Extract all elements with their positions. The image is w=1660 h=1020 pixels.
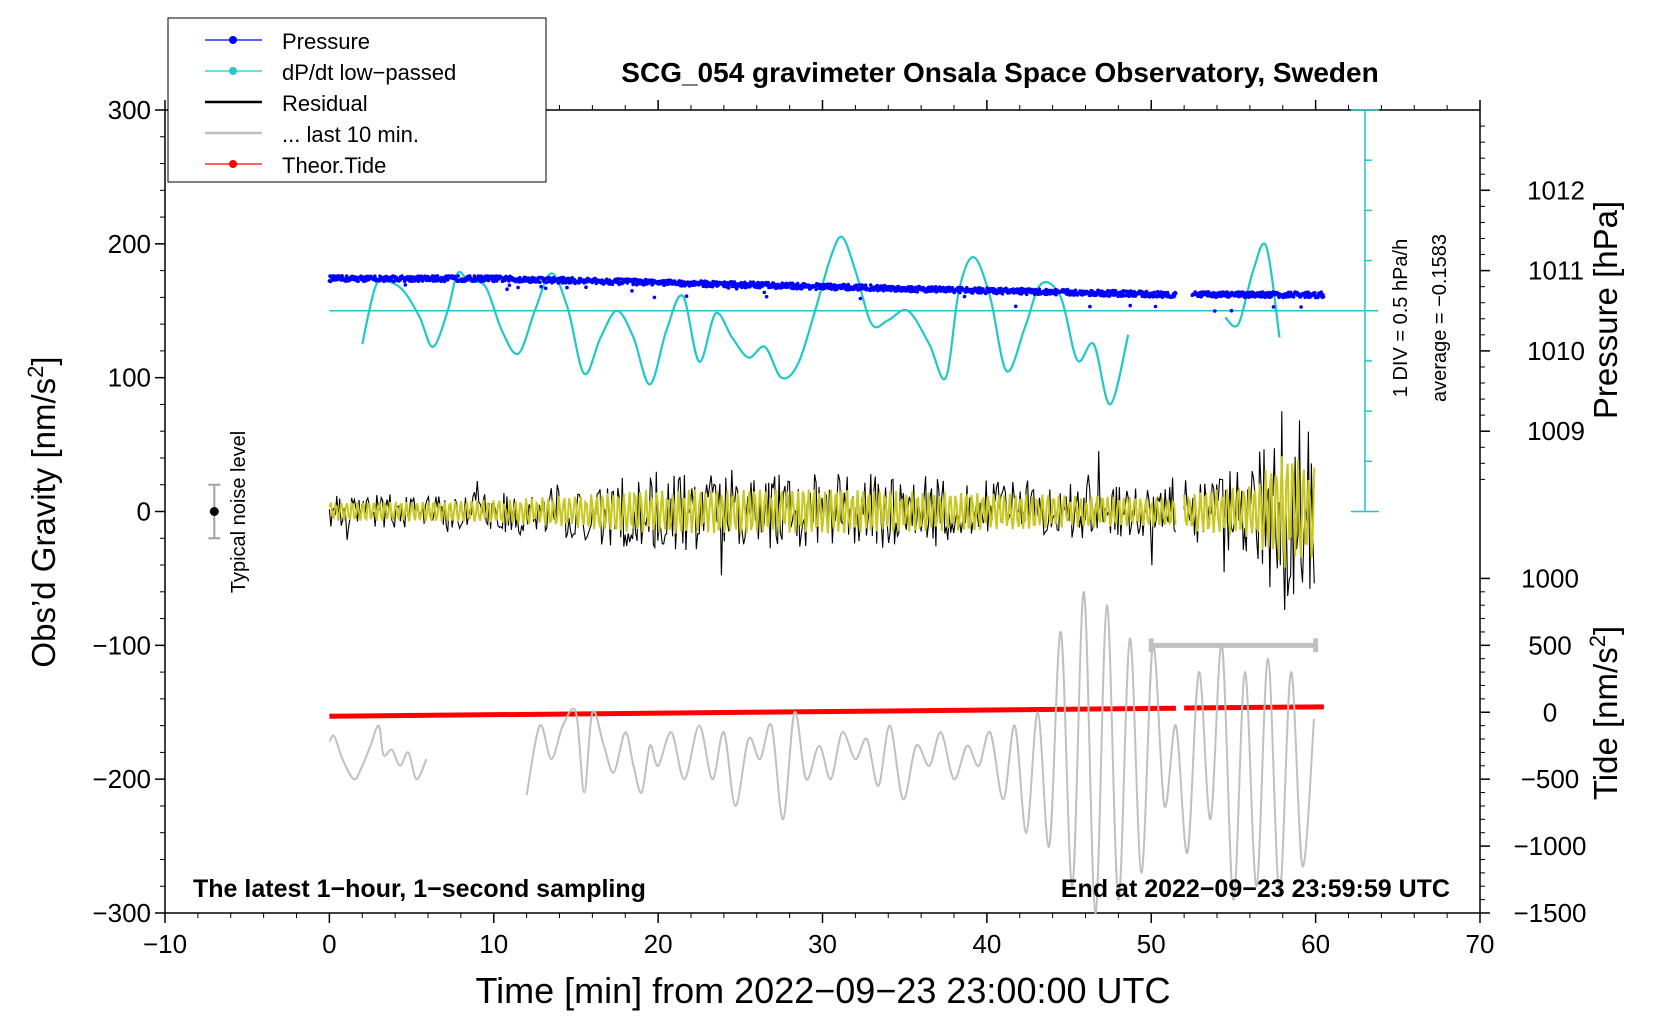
y-tick-label: 0	[137, 497, 151, 527]
x-tick-label: 30	[808, 929, 837, 959]
x-axis-label: Time [min] from 2022−09−23 23:00:00 UTC	[475, 970, 1170, 1011]
annotation-bottom-left: The latest 1−hour, 1−second sampling	[193, 875, 646, 903]
legend-label: ... last 10 min.	[282, 122, 419, 147]
legend-label: Residual	[282, 91, 368, 116]
y-tick-label: 100	[108, 363, 151, 393]
last10-line	[328, 724, 428, 781]
x-tick-label: 70	[1466, 929, 1495, 959]
x-axis-ticks: −10 0 10 20 30 40 50 60 70	[143, 100, 1495, 959]
x-tick-label: 40	[972, 929, 1001, 959]
y-tick-label: −300	[92, 898, 151, 928]
residual-series-layer	[328, 411, 1316, 611]
y-label-left-sup: 2	[23, 366, 48, 378]
y-tick-label: −100	[92, 630, 151, 660]
annotation-noise: Typical noise level	[228, 431, 250, 593]
y-axis-label-left: Obs’d Gravity [nm/s2]	[23, 356, 62, 667]
pressure-series-layer	[327, 273, 1326, 313]
y-tick-label: −200	[92, 764, 151, 794]
noise-level-bar	[208, 483, 221, 540]
legend-items: Pressure dP/dt low−passed Residual ... last…	[205, 29, 456, 178]
pressure-axis-ticks: 1012 1011 1010 1009	[1480, 125, 1585, 480]
y-tick-label: 200	[108, 229, 151, 259]
chart-title: SCG_054 gravimeter Onsala Space Observat…	[621, 57, 1378, 88]
noise-bar-center	[209, 507, 219, 516]
tide-tick-label: 500	[1528, 630, 1571, 660]
annotation-scale-div: 1 DIV = 0.5 hPa/h	[1390, 239, 1412, 397]
x-tick-label: 10	[479, 929, 508, 959]
tide-label-end: ]	[1587, 626, 1624, 635]
tide-tick-label: −500	[1521, 764, 1580, 794]
tide-label-main: Tide [nm/s	[1587, 647, 1624, 800]
tide-axis-label: Tide [nm/s2]	[1585, 626, 1624, 800]
legend-box	[167, 17, 547, 183]
pressure-tick-label: 1010	[1527, 336, 1585, 366]
legend-label: dP/dt low−passed	[282, 60, 456, 85]
legend-marker	[229, 160, 237, 168]
tide-tick-label: −1500	[1513, 898, 1586, 928]
y-tick-label: 300	[108, 95, 151, 125]
tide-label-sup: 2	[1585, 635, 1610, 647]
pressure-tick-label: 1012	[1527, 175, 1585, 205]
last10-line	[525, 590, 1315, 915]
residual-filtered-line	[1183, 456, 1316, 568]
annotation-bottom-right: End at 2022−09−23 23:59:59 UTC	[1061, 875, 1450, 903]
x-tick-label: 60	[1301, 929, 1330, 959]
x-tick-label: 50	[1137, 929, 1166, 959]
dpdt-line	[361, 235, 1130, 406]
tide-tick-label: 0	[1543, 697, 1557, 727]
legend-label: Theor.Tide	[282, 153, 386, 178]
tide-series-layer	[329, 704, 1324, 719]
legend-marker	[229, 67, 237, 75]
x-tick-label: 20	[644, 929, 673, 959]
dpdt-scale-bar	[1350, 109, 1379, 513]
tide-tick-label: 1000	[1521, 563, 1579, 593]
x-tick-label: 0	[322, 929, 336, 959]
pressure-tick-label: 1009	[1527, 416, 1585, 446]
legend: Pressure dP/dt low−passed Residual ... last…	[167, 17, 547, 183]
pressure-points	[327, 273, 1326, 313]
annotation-scale-avg: average = −0.1583	[1429, 234, 1451, 402]
tide-tick-label: −1000	[1513, 831, 1586, 861]
y-label-left-main: Obs’d Gravity [nm/s	[25, 378, 62, 668]
dpdt-series-layer	[329, 235, 1379, 406]
y-axis-ticks: 300 200 100 0 −100 −200 −300	[92, 95, 165, 928]
tide-line	[1184, 704, 1324, 711]
residual-filtered-line	[328, 489, 1177, 534]
pressure-tick-label: 1011	[1528, 256, 1584, 286]
x-tick-label: −10	[143, 929, 187, 959]
tide-line	[329, 705, 1176, 719]
last10-span-bar	[1148, 638, 1319, 653]
pressure-axis-label: Pressure [hPa]	[1587, 201, 1624, 419]
last10-series-layer	[328, 590, 1315, 915]
tide-axis-ticks: 1000 500 0 −500 −1000 −1500	[1480, 563, 1587, 928]
dpdt-line	[1224, 242, 1281, 338]
y-label-left-end: ]	[25, 356, 62, 365]
legend-label: Pressure	[282, 29, 370, 54]
legend-marker	[229, 36, 237, 44]
